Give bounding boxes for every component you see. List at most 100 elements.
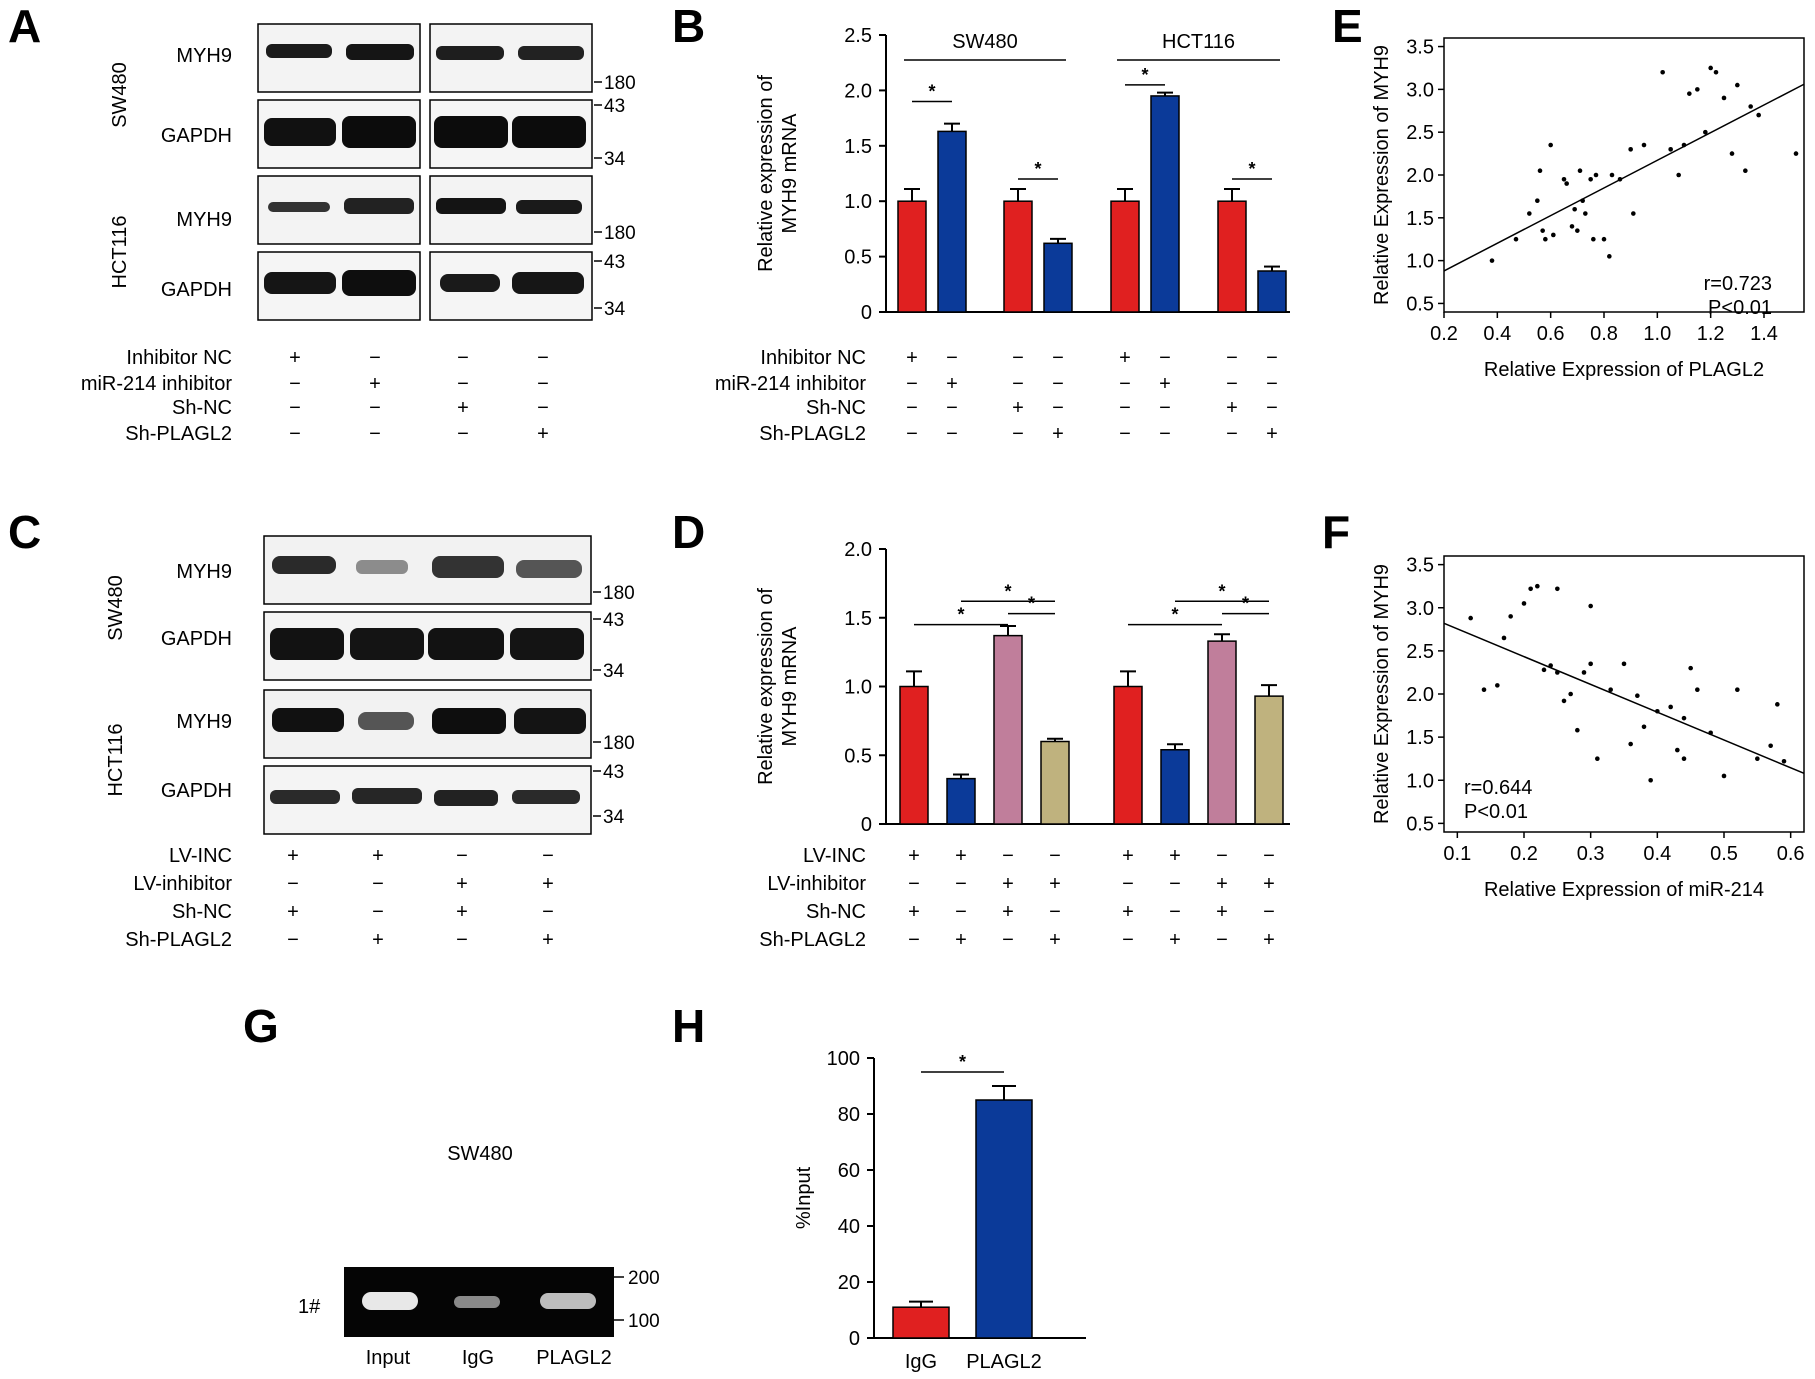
panel-letter-e: E <box>1332 0 1363 52</box>
blot-band <box>516 560 582 578</box>
condition-sign: − <box>1226 373 1238 395</box>
condition-label: Sh-NC <box>806 901 866 923</box>
condition-sign: + <box>955 929 967 951</box>
condition-label: LV-inhibitor <box>767 873 866 895</box>
blot-band <box>428 628 504 660</box>
data-point <box>1681 715 1687 721</box>
data-point <box>1551 232 1556 238</box>
condition-sign: − <box>369 423 381 445</box>
condition-sign: − <box>372 873 384 895</box>
blot-band <box>512 116 586 148</box>
protein-label-gapdh: GAPDH <box>161 628 232 650</box>
mw-marker-34: 34 <box>604 299 626 320</box>
x-tick-label: 0.2 <box>1510 843 1538 865</box>
condition-sign: + <box>1122 901 1134 923</box>
blot-band <box>272 556 336 574</box>
significance-star: * <box>1141 65 1148 85</box>
y-tick-label: 100 <box>827 1048 860 1070</box>
regression-line <box>1443 83 1805 272</box>
panel-c-condition-table: LV-INC + + − − LV-inhibitor − − + + Sh-NC + − + − Sh-PL… <box>125 845 554 951</box>
data-point <box>1755 756 1760 761</box>
blot-band <box>514 708 586 734</box>
condition-sign: + <box>1263 873 1275 895</box>
data-point <box>1588 661 1593 667</box>
gel-lane-label: IgG <box>462 1347 494 1369</box>
blot-band <box>512 272 584 294</box>
data-point <box>1681 142 1687 148</box>
condition-sign: − <box>908 873 920 895</box>
y-axis-title: Relative Expression of MYH9 <box>1371 45 1393 305</box>
x-tick-label: 1.2 <box>1697 323 1725 345</box>
condition-sign: + <box>456 873 468 895</box>
data-point <box>1581 670 1587 675</box>
condition-sign: − <box>955 873 967 895</box>
blot-band <box>440 274 500 292</box>
blot-band <box>268 202 330 212</box>
data-point <box>1543 236 1548 242</box>
gel-lane-label: Input <box>366 1347 411 1369</box>
bar <box>993 634 1023 825</box>
data-point <box>1572 206 1577 212</box>
significance-star: * <box>928 81 935 101</box>
condition-sign: − <box>1119 397 1131 419</box>
condition-sign: + <box>1226 397 1238 419</box>
condition-label: Sh-NC <box>172 397 232 419</box>
blot-band <box>344 198 414 214</box>
data-point <box>1580 198 1585 203</box>
cell-line-label-hct116: HCT116 <box>109 216 131 289</box>
data-point <box>1695 687 1700 692</box>
y-tick-label: 1.5 <box>1406 208 1434 230</box>
condition-sign: + <box>946 373 958 395</box>
y-axis-title: Relative Expression of MYH9 <box>1371 564 1393 824</box>
condition-sign: − <box>1049 845 1061 867</box>
condition-sign: − <box>1049 901 1061 923</box>
data-point <box>1577 168 1583 174</box>
x-tick-label: PLAGL2 <box>966 1351 1042 1373</box>
mw-marker-34: 34 <box>603 661 625 682</box>
condition-sign: − <box>1119 423 1131 445</box>
group-label: HCT116 <box>1162 31 1235 53</box>
condition-sign: + <box>542 929 554 951</box>
bar <box>1043 242 1073 313</box>
condition-sign: − <box>906 423 918 445</box>
condition-sign: + <box>457 397 469 419</box>
condition-sign: + <box>908 845 920 867</box>
panel-letter-b: B <box>672 0 705 52</box>
data-point <box>1561 176 1567 182</box>
bar <box>1150 95 1180 313</box>
y-tick-label: 3.0 <box>1406 79 1434 101</box>
gel-band-plagl2 <box>540 1293 596 1309</box>
data-point <box>1555 670 1560 675</box>
gel-band-igg <box>454 1296 500 1308</box>
data-point <box>1668 704 1673 710</box>
x-axis-title: Relative Expression of PLAGL2 <box>1484 359 1764 381</box>
condition-label: LV-INC <box>803 845 866 867</box>
condition-sign: − <box>1122 929 1134 951</box>
blot-band <box>270 790 340 804</box>
condition-sign: + <box>1263 929 1275 951</box>
condition-sign: − <box>1266 347 1278 369</box>
data-point <box>1513 236 1519 242</box>
bar <box>975 1099 1033 1339</box>
condition-sign: − <box>906 397 918 419</box>
data-point <box>1591 236 1596 242</box>
condition-sign: + <box>1002 873 1014 895</box>
data-point <box>1481 687 1487 692</box>
y-axis-title: MYH9 mRNA <box>779 113 801 234</box>
data-point <box>1781 758 1787 764</box>
condition-sign: − <box>1052 373 1064 395</box>
data-point <box>1695 87 1700 92</box>
condition-sign: + <box>287 901 299 923</box>
condition-sign: + <box>372 845 384 867</box>
blot-band <box>352 788 422 804</box>
y-tick-label: 0 <box>861 814 872 836</box>
condition-sign: + <box>1049 873 1061 895</box>
y-tick-label: 0.5 <box>844 745 872 767</box>
group-label: SW480 <box>952 31 1018 53</box>
data-point <box>1681 756 1687 761</box>
panel-c-western-blot: SW480 HCT116 MYH9 GAPDH MYH9 GAPDH 180 4… <box>105 535 635 835</box>
blot-band <box>346 44 414 60</box>
data-point <box>1593 172 1599 178</box>
y-tick-label: 80 <box>838 1104 860 1126</box>
condition-label: LV-inhibitor <box>133 873 232 895</box>
